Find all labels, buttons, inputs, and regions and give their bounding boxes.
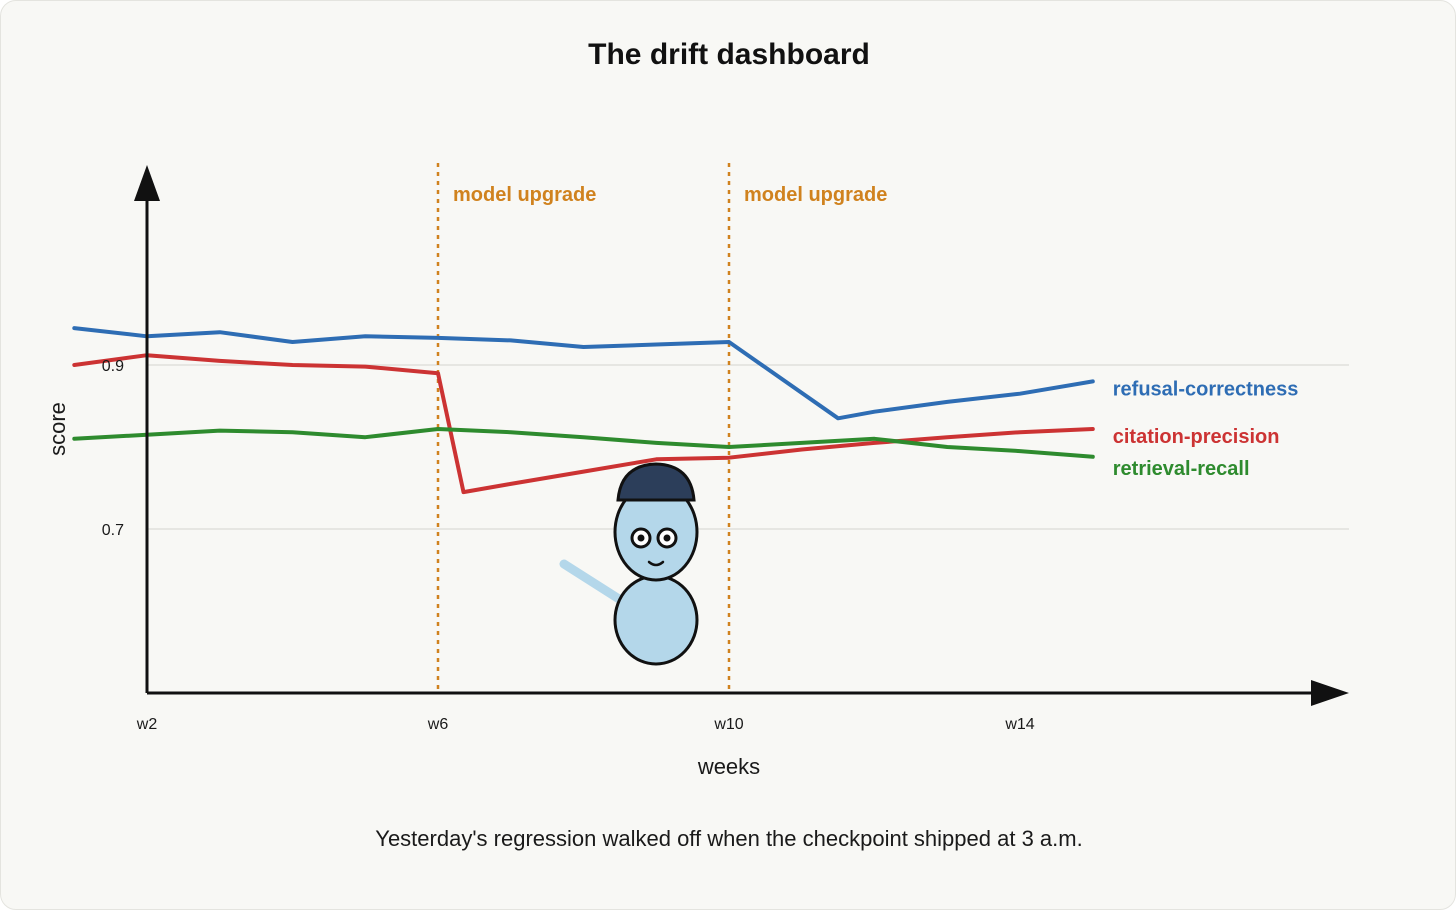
gnome-pupil-right	[663, 534, 671, 542]
gnome-body	[613, 574, 699, 666]
gnome-hat	[616, 462, 696, 502]
x-tick-label: w10	[713, 716, 743, 733]
series-lines	[72, 326, 1095, 495]
x-axis-label: weeks	[697, 754, 760, 779]
series-labels: refusal-correctness citation-precision ret…	[1113, 378, 1299, 480]
y-axis-label: score	[45, 402, 70, 456]
y-tick-label: 0.7	[102, 522, 124, 539]
series-line-retrieval-recall	[72, 427, 1095, 459]
x-tick-label: w2	[136, 716, 158, 733]
chart-title: The drift dashboard	[588, 38, 870, 71]
tick-labels: 0.9 0.7 w2 w6 w10 w14	[102, 358, 1035, 733]
series-label-refusal-correctness: refusal-correctness	[1113, 378, 1299, 400]
x-tick-label: w14	[1004, 716, 1034, 733]
series-label-retrieval-recall: retrieval-recall	[1113, 458, 1250, 480]
x-tick-label: w6	[427, 716, 449, 733]
series-line-citation-precision	[72, 353, 1095, 495]
gnome-character	[559, 462, 699, 666]
gnome-smile	[647, 560, 665, 567]
y-axis-arrow	[134, 165, 160, 201]
x-axis-arrow	[1311, 680, 1349, 706]
gnome-pupil-left	[637, 534, 645, 542]
series-line-refusal-correctness	[72, 326, 1095, 421]
chart-caption: Yesterday's regression walked off when t…	[375, 826, 1082, 851]
gnome-arm	[559, 559, 624, 604]
annotation-label-0: model upgrade	[453, 184, 596, 206]
annotation-label-1: model upgrade	[744, 184, 887, 206]
y-tick-label: 0.9	[102, 358, 124, 375]
series-label-citation-precision: citation-precision	[1113, 426, 1280, 448]
